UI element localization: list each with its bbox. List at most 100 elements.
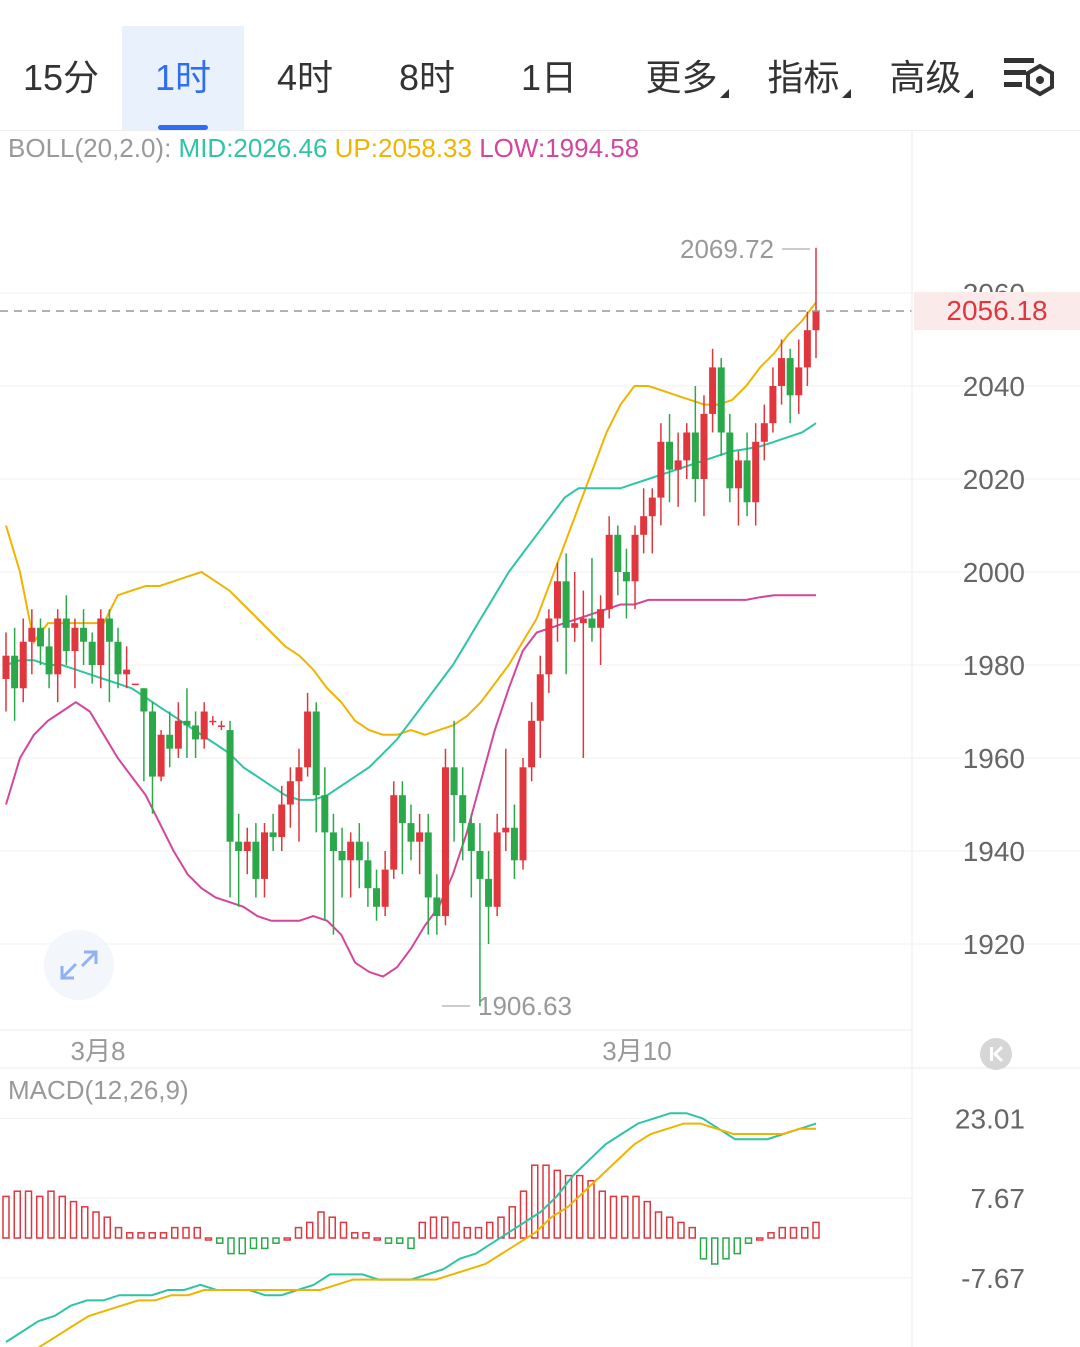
- candle-body: [528, 720, 536, 768]
- macd-histogram-bar: [711, 1237, 719, 1265]
- candle-body: [183, 720, 191, 726]
- macd-histogram-bar: [564, 1174, 573, 1239]
- candle-body: [467, 823, 475, 851]
- tab-advanced[interactable]: 高级: [870, 26, 992, 130]
- candle-body: [571, 623, 579, 628]
- tab-8hour[interactable]: 8时: [398, 57, 456, 98]
- tab-indicators-label: 指标: [767, 57, 840, 98]
- y-tick-label: 1960: [963, 743, 1025, 774]
- macd-histogram-bar: [643, 1200, 651, 1239]
- candle-body: [812, 310, 820, 331]
- macd-histogram-bar: [92, 1211, 100, 1239]
- macd-histogram-bar: [103, 1216, 111, 1239]
- macd-histogram-bar: [621, 1195, 629, 1239]
- candle-body: [381, 869, 389, 907]
- candle-body: [786, 358, 794, 396]
- macd-histogram-bar: [58, 1195, 66, 1239]
- macd-dea-line: [37, 1122, 816, 1347]
- chart-settings-icon[interactable]: [1000, 52, 1056, 104]
- macd-histogram-bar: [508, 1206, 516, 1239]
- candle-body: [45, 646, 53, 675]
- macd-histogram-bar: [204, 1237, 213, 1241]
- macd-histogram-bar: [407, 1237, 415, 1250]
- candle-body: [217, 725, 225, 727]
- macd-histogram-bar: [2, 1195, 10, 1239]
- y-tick-label: 2000: [963, 557, 1025, 588]
- macd-histogram-bar: [227, 1237, 235, 1255]
- macd-histogram-bar: [317, 1211, 325, 1239]
- candle-body: [657, 441, 665, 498]
- candle-body: [545, 618, 553, 675]
- macd-histogram-bar: [137, 1232, 145, 1239]
- boll-mid-value: MID:2026.46: [178, 133, 328, 163]
- macd-histogram-bar: [159, 1232, 168, 1239]
- last-price-tag: 2056.18: [914, 292, 1080, 330]
- jump-latest-icon[interactable]: [980, 1038, 1012, 1070]
- macd-y-tick-label: 7.67: [971, 1183, 1026, 1214]
- candle-body: [286, 781, 294, 805]
- macd-histogram-bar: [688, 1226, 696, 1239]
- macd-histogram-bar: [576, 1174, 584, 1239]
- candle-body: [433, 897, 441, 917]
- candle-body: [717, 367, 725, 433]
- tab-more[interactable]: 更多: [626, 26, 748, 130]
- macd-histogram-bar: [632, 1195, 640, 1239]
- expand-arrows-icon[interactable]: [44, 930, 114, 1000]
- candle-body: [640, 516, 648, 535]
- tab-1hour[interactable]: 1时: [122, 26, 244, 130]
- candle-body: [278, 804, 286, 838]
- macd-legend: MACD(12,26,9): [8, 1075, 189, 1105]
- macd-histogram-bar: [733, 1237, 741, 1255]
- candle-body: [11, 655, 19, 689]
- tab-indicators[interactable]: 指标: [748, 26, 870, 130]
- tab-1day[interactable]: 1日: [520, 57, 578, 98]
- candle-body: [683, 432, 691, 461]
- macd-histogram-bar: [497, 1216, 505, 1239]
- candle-body: [71, 627, 79, 652]
- candle-body: [416, 832, 424, 842]
- candle-body: [2, 655, 10, 679]
- macd-histogram-bar: [24, 1190, 33, 1239]
- candle-body: [648, 497, 656, 517]
- y-tick-label: 2020: [963, 464, 1025, 495]
- macd-histogram-bar: [351, 1232, 359, 1239]
- macd-histogram-bar: [193, 1226, 201, 1239]
- candle-body: [312, 711, 320, 796]
- candle-body: [700, 413, 708, 479]
- candle-body: [674, 460, 682, 470]
- candle-body: [131, 683, 139, 686]
- dropdown-corner-icon: [841, 89, 851, 98]
- candle-body: [200, 711, 208, 740]
- candle-body: [140, 688, 148, 712]
- tab-15min[interactable]: 15分: [22, 57, 100, 98]
- candle-body: [709, 367, 717, 414]
- macd-y-tick-label: -7.67: [961, 1263, 1025, 1294]
- macd-histogram-bar: [463, 1226, 471, 1239]
- macd-histogram-bar: [486, 1221, 494, 1239]
- tab-4hour[interactable]: 4时: [276, 57, 334, 98]
- macd-histogram-bar: [441, 1216, 449, 1239]
- dropdown-corner-icon: [963, 89, 973, 98]
- macd-histogram-bar: [283, 1237, 291, 1241]
- boll-mid-line: [5, 422, 817, 801]
- candle-body: [752, 441, 760, 503]
- macd-histogram-bar: [542, 1164, 550, 1239]
- macd-histogram-bar: [609, 1195, 618, 1239]
- macd-histogram-bar: [801, 1226, 809, 1239]
- candle-body: [398, 795, 406, 824]
- candle-body: [54, 618, 62, 675]
- candle-body: [441, 767, 449, 917]
- candle-body: [726, 432, 734, 489]
- candle-body: [760, 423, 768, 442]
- candle-body: [261, 832, 269, 879]
- macd-histogram-bar: [328, 1216, 336, 1239]
- macd-histogram-bar: [474, 1226, 483, 1239]
- candle-body: [88, 641, 96, 665]
- candle-body: [502, 827, 510, 833]
- macd-histogram-bar: [812, 1221, 820, 1239]
- candle-body: [614, 534, 622, 572]
- macd-histogram-bar: [339, 1221, 348, 1239]
- macd-histogram-bar: [699, 1237, 708, 1260]
- candle-body: [62, 618, 70, 652]
